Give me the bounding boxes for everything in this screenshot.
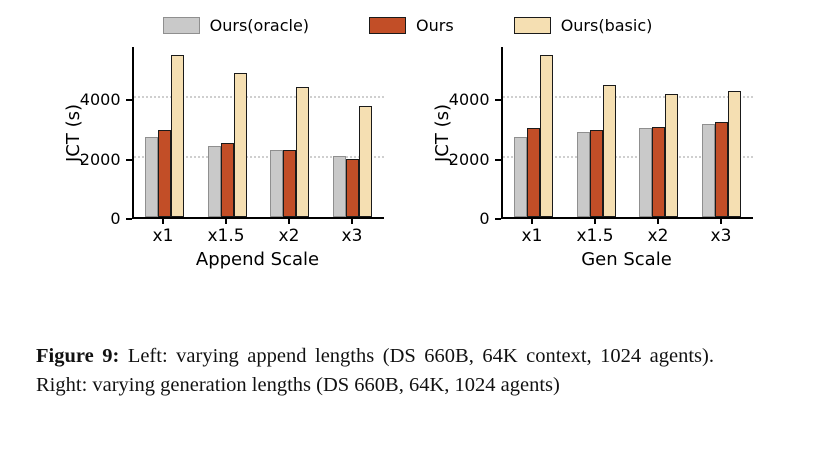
y-axis-label: JCT (s) [431,103,453,163]
y-tick-label: 0 [479,209,490,228]
bar [527,128,541,217]
bar-group-x3 [332,105,372,217]
y-tick-label: 0 [110,209,121,228]
x-tick-label: x3 [331,219,373,246]
bar-group-x1.5 [576,85,616,217]
bar-group-x1 [514,55,554,217]
y-axis: 0 2000 4000 [449,47,501,228]
caption-prefix: Figure 9: [36,345,120,367]
legend-label-ours: Ours [416,16,454,35]
x-axis-label: Append Scale [195,249,320,270]
plot-area [500,47,753,219]
x-ticks: x1 x1.5 x2 x3 [132,219,384,246]
bar [714,122,728,217]
charts-row: JCT (s) 0 2000 4000 x1 x1.5 x2 x3 Append Scal… [0,47,815,270]
bar-group-x1 [145,55,185,217]
bar [220,142,234,217]
y-tick-mark [125,218,132,220]
figure-caption: Figure 9: Left: varying append lengths (… [36,342,714,401]
gridline [133,155,384,158]
y-tick-label: 2000 [79,149,121,169]
y-tick-label: 2000 [448,149,490,169]
bar [283,150,297,217]
bar [514,136,528,217]
y-tick-mark [125,158,132,161]
x-ticks: x1 x1.5 x2 x3 [501,219,753,246]
bar [270,150,284,217]
x-axis-label: Gen Scale [581,249,672,270]
bar [158,129,172,217]
bar [665,93,679,217]
y-axis: 0 2000 4000 [80,47,132,228]
x-tick-label: x1 [142,219,184,246]
chart-main: x1 x1.5 x2 x3 Append Scale [131,47,384,270]
legend-swatch-ours-basic [513,17,551,34]
gridline [502,155,753,158]
bar [145,136,159,217]
legend-item-ours-basic: Ours(basic) [513,16,653,35]
y-tick-mark [494,158,501,161]
legend-swatch-ours-oracle [162,17,200,34]
legend-swatch-ours [369,17,407,34]
y-tick-mark [494,218,501,220]
x-tick-label: x1.5 [205,219,247,246]
gridline [502,96,753,99]
legend-label-ours-oracle: Ours(oracle) [209,16,310,35]
bar [589,129,603,217]
bar [296,86,310,217]
bar [701,123,715,217]
bar [576,132,590,217]
bar [171,55,185,217]
x-tick-label: x2 [637,219,679,246]
gridline [133,96,384,99]
x-tick-label: x1.5 [574,219,616,246]
y-tick-label: 4000 [79,90,121,110]
caption-text: Left: varying append lengths (DS 660B, 6… [36,345,714,397]
bar [602,85,616,217]
legend-item-ours-oracle: Ours(oracle) [162,16,310,35]
plot-area [131,47,384,219]
bar-group-x1.5 [207,73,247,217]
x-tick-label: x1 [511,219,553,246]
chart-main: x1 x1.5 x2 x3 Gen Scale [500,47,753,270]
x-tick-label: x3 [700,219,742,246]
figure-9: Ours(oracle) Ours Ours(basic) JCT (s) 0 2… [0,0,815,401]
right-chart-gen-scale: JCT (s) 0 2000 4000 x1 x1.5 x2 x3 Gen Scale [432,47,753,270]
bar [727,90,741,217]
y-axis-label: JCT (s) [62,103,84,163]
left-chart-append-scale: JCT (s) 0 2000 4000 x1 x1.5 x2 x3 Append Scal… [63,47,384,270]
bar [345,159,359,217]
bar [207,145,221,217]
bar-group-x2 [639,93,679,217]
bar [639,128,653,217]
x-tick-label: x2 [268,219,310,246]
bar [652,126,666,217]
bar [540,55,554,217]
chart-legend: Ours(oracle) Ours Ours(basic) [0,0,815,35]
bar-group-x3 [701,90,741,217]
legend-label-ours-basic: Ours(basic) [560,16,653,35]
bar [332,156,346,217]
y-tick-mark [125,99,132,102]
bar [358,105,372,217]
y-tick-mark [494,99,501,102]
bar [233,73,247,217]
legend-item-ours: Ours [369,16,454,35]
bar-group-x2 [270,86,310,217]
y-tick-label: 4000 [448,90,490,110]
